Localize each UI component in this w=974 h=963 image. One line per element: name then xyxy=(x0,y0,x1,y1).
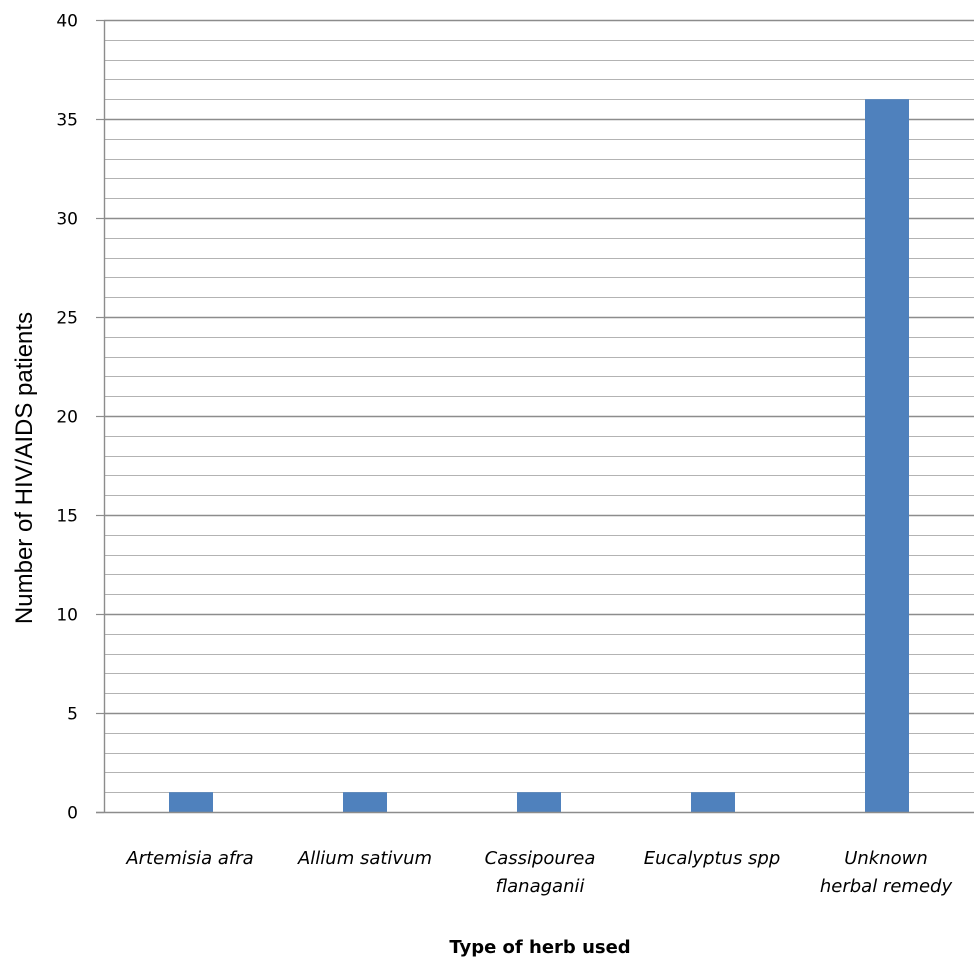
gridlines xyxy=(104,19,974,793)
bar xyxy=(691,792,735,812)
x-category-label: Allium sativum xyxy=(297,848,432,869)
y-axis-ticks: 0 5 10 15 20 25 30 35 40 xyxy=(56,12,104,824)
y-tick-label: 30 xyxy=(56,210,78,230)
x-category-label-line: herbal remedy xyxy=(820,876,953,897)
x-category-label-line: Cassipourea xyxy=(485,848,596,869)
x-category-label: Artemisia afra xyxy=(125,848,253,869)
x-category-label-line: Allium sativum xyxy=(297,848,432,869)
x-category-label-line: Eucalyptus spp xyxy=(644,848,781,869)
x-category-label-line: flanaganii xyxy=(496,876,585,897)
x-category-label-line: Unknown xyxy=(844,848,928,869)
x-axis-title: Type of herb used xyxy=(449,937,630,958)
y-tick-label: 15 xyxy=(56,507,78,527)
x-category-label: Eucalyptus spp xyxy=(644,848,781,869)
x-category-label: Cassipourea flanaganii xyxy=(485,848,596,897)
y-tick-label: 0 xyxy=(67,804,78,824)
x-category-label-line: Artemisia afra xyxy=(125,848,253,869)
bar xyxy=(865,99,909,812)
y-axis-title: Number of HIV/AIDS patients xyxy=(11,312,38,624)
y-tick-label: 35 xyxy=(56,111,78,131)
bar xyxy=(517,792,561,812)
x-category-label: Unknown herbal remedy xyxy=(820,848,953,897)
y-tick-label: 20 xyxy=(56,408,78,428)
y-tick-label: 10 xyxy=(56,606,78,626)
x-axis-category-labels: Artemisia afra Allium sativum Cassipourea f… xyxy=(125,848,952,897)
y-tick-label: 25 xyxy=(56,309,78,329)
bar xyxy=(343,792,387,812)
y-tick-label: 5 xyxy=(67,705,78,725)
y-tick-label: 40 xyxy=(56,12,78,32)
bars xyxy=(169,99,909,812)
bar xyxy=(169,792,213,812)
